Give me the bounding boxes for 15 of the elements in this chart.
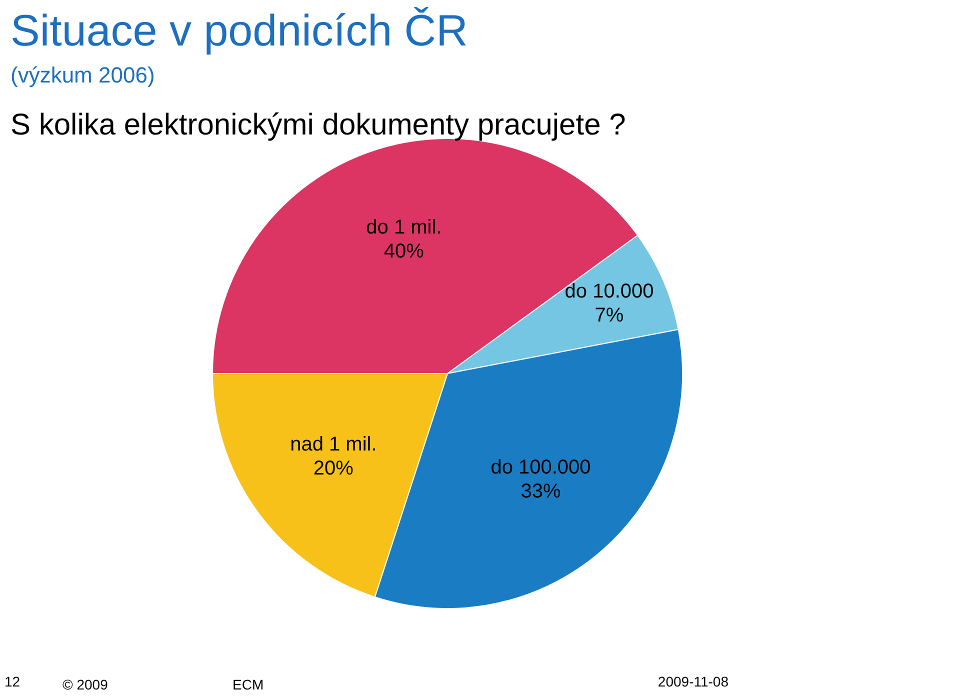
data-label: 20% bbox=[313, 457, 354, 480]
text: © 2009 bbox=[62, 676, 108, 692]
chart-subtitle: (výzkum 2006) bbox=[10, 62, 155, 88]
text: 2009-11-08 bbox=[658, 674, 729, 690]
slice-label: do 100.000 bbox=[490, 456, 591, 478]
data-label: 40% bbox=[384, 240, 424, 262]
text: S kolika elektronickými dokumenty pracujete ? bbox=[10, 108, 626, 142]
text: ECM bbox=[232, 676, 264, 692]
data-label: 33% bbox=[520, 480, 561, 502]
chart-title: Situace v podnicích ČR bbox=[10, 6, 468, 56]
data-label: 7% bbox=[594, 304, 624, 327]
text: 12 bbox=[4, 674, 20, 690]
slice-label: do 10.000 bbox=[564, 280, 654, 303]
slice-label: do 1 mil. bbox=[366, 216, 442, 238]
slice-label: nad 1 mil. bbox=[290, 433, 377, 456]
